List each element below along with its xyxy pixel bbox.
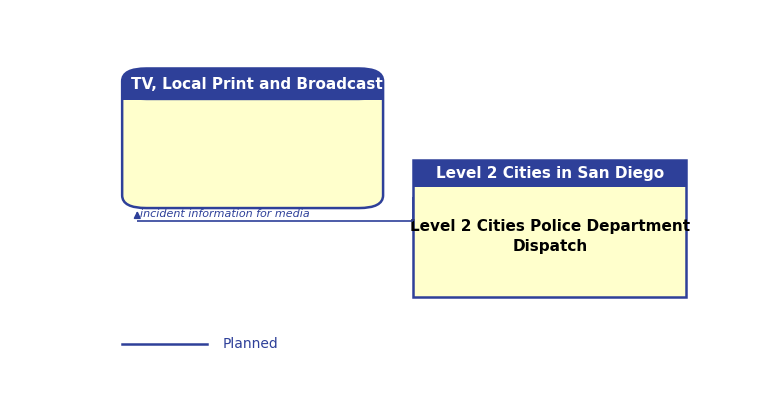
Text: TV, Local Print and Broadcast Media: TV, Local Print and Broadcast Media bbox=[132, 77, 440, 92]
Text: Level 2 Cities in San Diego: Level 2 Cities in San Diego bbox=[436, 166, 664, 181]
Bar bbox=[413, 161, 687, 187]
Text: Level 2 Cities Police Department
Dispatch: Level 2 Cities Police Department Dispatc… bbox=[410, 219, 690, 254]
Text: incident information for media: incident information for media bbox=[140, 209, 310, 219]
Text: Planned: Planned bbox=[222, 337, 278, 351]
FancyBboxPatch shape bbox=[122, 68, 383, 100]
Bar bbox=[413, 161, 687, 297]
FancyBboxPatch shape bbox=[122, 68, 383, 208]
Bar bbox=[122, 83, 383, 100]
